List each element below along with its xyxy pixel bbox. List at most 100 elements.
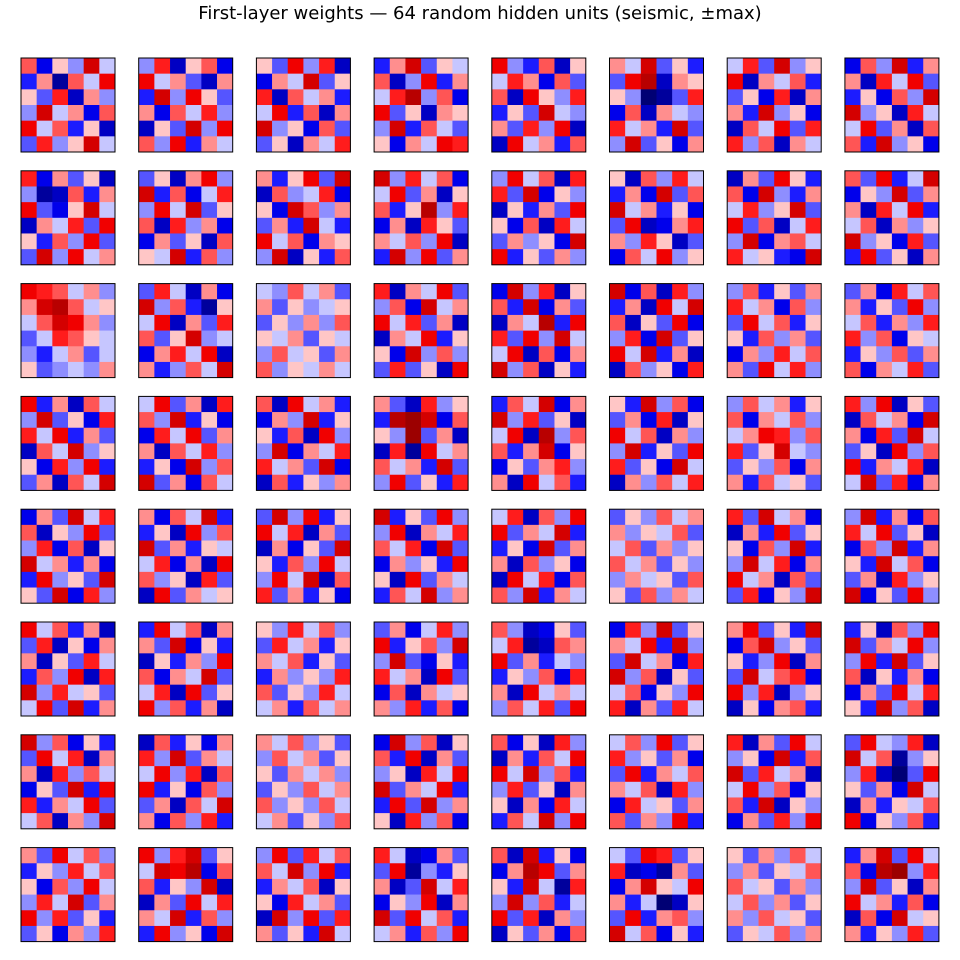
weight-cell bbox=[876, 136, 893, 153]
weight-cell bbox=[170, 700, 186, 717]
weight-cell bbox=[609, 556, 626, 573]
weight-cell bbox=[758, 330, 775, 347]
weight-cell bbox=[185, 813, 202, 830]
weight-cell bbox=[860, 637, 877, 654]
weight-cell bbox=[185, 847, 202, 864]
weight-cell bbox=[923, 412, 940, 429]
weight-cell bbox=[154, 105, 171, 121]
weight-cell bbox=[923, 89, 940, 106]
weight-cell bbox=[52, 202, 69, 219]
weight-cell bbox=[789, 314, 806, 331]
weight-cell bbox=[727, 314, 744, 331]
weight-cell bbox=[672, 637, 689, 654]
weight-cell bbox=[405, 637, 422, 654]
weight-cell bbox=[758, 427, 775, 444]
weight-cell bbox=[538, 524, 555, 541]
weight-cell bbox=[83, 797, 100, 814]
weight-cell bbox=[256, 813, 273, 830]
weight-cell bbox=[170, 925, 186, 942]
weight-cell bbox=[860, 863, 877, 880]
weight-cell bbox=[907, 863, 924, 880]
weight-cell bbox=[570, 847, 587, 864]
weight-cell bbox=[687, 427, 704, 444]
weight-cell bbox=[891, 89, 908, 106]
weight-cell bbox=[876, 734, 893, 751]
weight-cell bbox=[217, 925, 233, 942]
weight-cell bbox=[876, 170, 893, 187]
weight-cell bbox=[185, 684, 202, 701]
weight-cell bbox=[217, 412, 233, 429]
weight-cell bbox=[256, 766, 273, 783]
weight-cell bbox=[523, 556, 540, 573]
weight-cell bbox=[507, 847, 524, 864]
weight-cell bbox=[554, 412, 571, 429]
weight-cell bbox=[319, 217, 336, 234]
weight-cell bbox=[99, 847, 116, 864]
weight-cell bbox=[758, 249, 775, 266]
weight-cell bbox=[287, 813, 304, 830]
weight-cell bbox=[217, 217, 233, 234]
weight-cell bbox=[272, 346, 289, 363]
weight-cell bbox=[319, 233, 336, 250]
weight-cell bbox=[68, 314, 84, 331]
weight-cell bbox=[774, 847, 791, 864]
weight-cell bbox=[170, 637, 186, 654]
weight-cell bbox=[389, 750, 406, 767]
weight-cell bbox=[907, 878, 924, 895]
weight-cell bbox=[99, 105, 116, 121]
weight-cell bbox=[774, 540, 791, 557]
weight-cell bbox=[256, 571, 273, 588]
weight-cell bbox=[640, 346, 657, 363]
weight-cell bbox=[491, 766, 508, 783]
weight-cell bbox=[272, 540, 289, 557]
weight-cell bbox=[907, 459, 924, 476]
weight-cell bbox=[844, 653, 861, 670]
weight-cell bbox=[185, 170, 202, 187]
weight-cell bbox=[876, 797, 893, 814]
weight-cell bbox=[907, 299, 924, 316]
weight-cell bbox=[138, 750, 155, 767]
weight-cell bbox=[256, 556, 273, 573]
weight-cell bbox=[687, 459, 704, 476]
weight-cell bbox=[609, 170, 626, 187]
weight-cell bbox=[217, 781, 233, 798]
weight-cell bbox=[405, 314, 422, 331]
weight-cell bbox=[287, 217, 304, 234]
panel-frame bbox=[726, 847, 822, 943]
weight-cell bbox=[185, 427, 202, 444]
weight-cell bbox=[891, 396, 908, 413]
weight-panel bbox=[255, 621, 351, 717]
weight-cell bbox=[491, 361, 508, 378]
weight-cell bbox=[319, 58, 336, 74]
weight-cell bbox=[727, 813, 744, 830]
weight-cell bbox=[891, 170, 908, 187]
weight-cell bbox=[609, 202, 626, 219]
weight-cell bbox=[374, 443, 391, 460]
weight-cell bbox=[570, 217, 587, 234]
weight-cell bbox=[405, 186, 422, 203]
weight-cell bbox=[727, 653, 744, 670]
weight-cell bbox=[672, 459, 689, 476]
weight-cell bbox=[334, 863, 351, 880]
weight-cell bbox=[170, 249, 186, 266]
weight-cell bbox=[154, 571, 171, 588]
weight-cell bbox=[523, 202, 540, 219]
weight-cell bbox=[523, 910, 540, 927]
weight-cell bbox=[185, 233, 202, 250]
weight-cell bbox=[687, 396, 704, 413]
weight-cell bbox=[507, 330, 524, 347]
weight-cell bbox=[609, 249, 626, 266]
weight-cell bbox=[21, 346, 37, 363]
weight-cell bbox=[303, 587, 320, 604]
weight-cell bbox=[538, 878, 555, 895]
weight-cell bbox=[523, 249, 540, 266]
weight-cell bbox=[217, 443, 233, 460]
weight-cell bbox=[52, 910, 69, 927]
weight-cell bbox=[554, 509, 571, 526]
weight-cell bbox=[170, 524, 186, 541]
weight-cell bbox=[507, 734, 524, 751]
weight-cell bbox=[876, 556, 893, 573]
weight-cell bbox=[452, 170, 469, 187]
weight-cell bbox=[727, 105, 744, 121]
weight-cell bbox=[640, 524, 657, 541]
